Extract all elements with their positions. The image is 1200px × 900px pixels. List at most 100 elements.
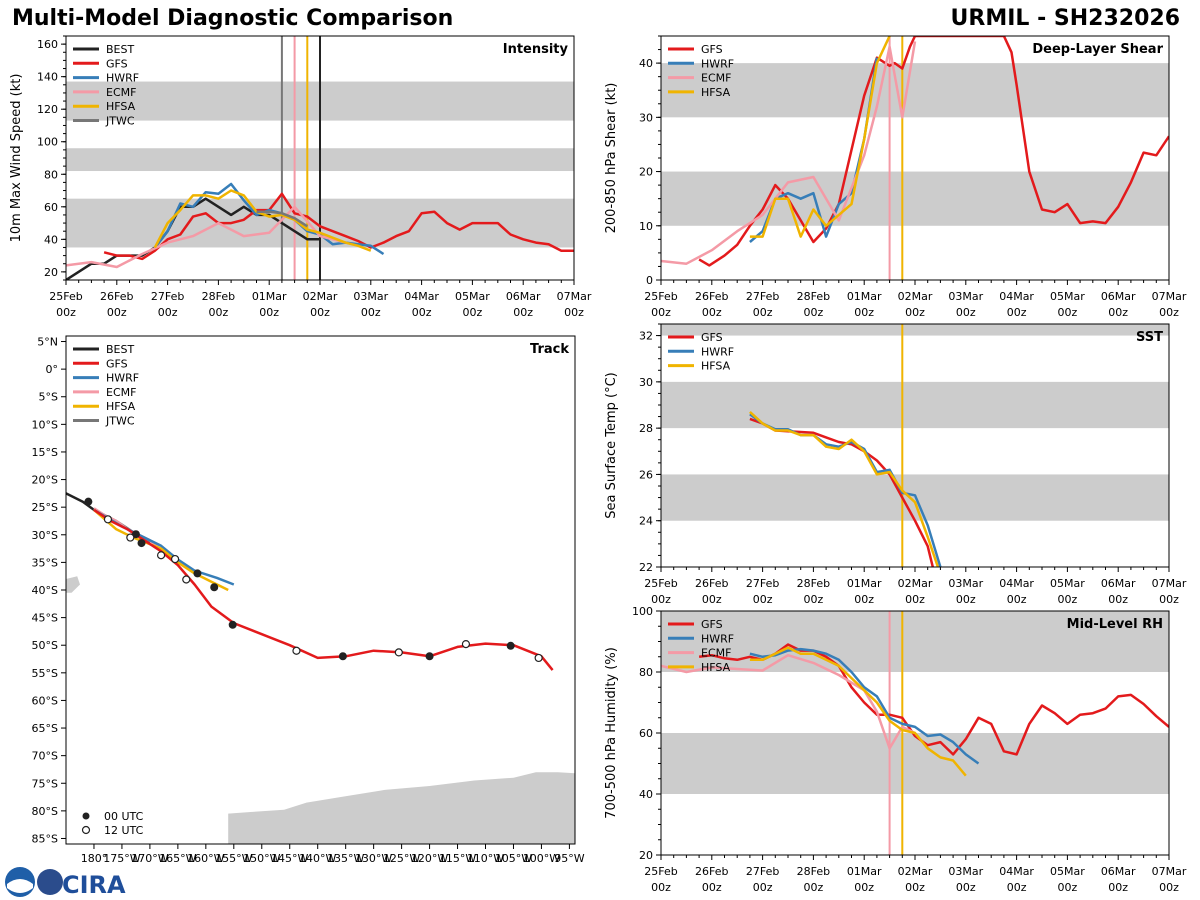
y-tick-label: 28 bbox=[639, 422, 653, 435]
y-tick-label: 80°S bbox=[32, 805, 58, 818]
legend-label-gfs: GFS bbox=[106, 357, 128, 370]
series-hfsa bbox=[749, 410, 940, 567]
legend-label-hfsa: HFSA bbox=[106, 400, 136, 413]
y-tick-label: 5°N bbox=[37, 336, 58, 349]
x-tick-label: 02Mar bbox=[303, 290, 338, 303]
x-tick-label: 07Mar bbox=[557, 290, 592, 303]
legend-label-gfs: GFS bbox=[701, 331, 723, 344]
axes-frame bbox=[660, 323, 1170, 568]
marker-00utc bbox=[506, 641, 515, 650]
panel-sst: 22 24 26 28 30 32 25Feb 00z 26Feb 00z 27Feb 00z 28Fe… bbox=[604, 323, 1187, 606]
legend-label-ecmf: ECMF bbox=[106, 86, 136, 99]
y-tick-label: 140 bbox=[37, 71, 58, 84]
series-hwrf bbox=[93, 508, 235, 586]
legend-label-hfsa: HFSA bbox=[701, 661, 731, 674]
y-axis-label: Sea Surface Temp (°C) bbox=[604, 372, 619, 519]
y-tick-label: 25°S bbox=[32, 501, 58, 514]
x-tick-hour: 00z bbox=[158, 306, 178, 319]
y-tick-label: 120 bbox=[37, 103, 58, 116]
panel-title: Deep-Layer Shear bbox=[1032, 42, 1163, 57]
x-tick-label: 05Mar bbox=[1050, 865, 1085, 878]
y-tick-label: 10 bbox=[639, 220, 653, 233]
x-tick-label: 06Mar bbox=[506, 290, 541, 303]
series-hfsa bbox=[749, 646, 967, 777]
x-tick-label: 175°W bbox=[103, 852, 140, 865]
x-tick-hour: 00z bbox=[209, 306, 229, 319]
panel-title: Mid-Level RH bbox=[1067, 617, 1163, 632]
y-tick-label: 10°S bbox=[32, 418, 58, 431]
marker-00utc bbox=[210, 583, 219, 592]
legend-label-hwrf: HWRF bbox=[701, 632, 734, 645]
x-tick-label: 25Feb bbox=[644, 577, 677, 590]
x-tick-label: 04Mar bbox=[404, 290, 439, 303]
y-tick-label: 22 bbox=[639, 561, 653, 574]
y-tick-label: 60 bbox=[44, 201, 58, 214]
legend-label-best: BEST bbox=[106, 343, 134, 356]
x-tick-label: 01Mar bbox=[847, 865, 882, 878]
y-tick-label: 32 bbox=[639, 330, 653, 343]
shaded-band bbox=[661, 381, 1169, 429]
x-tick-label: 26Feb bbox=[100, 290, 133, 303]
x-tick-label: 125°W bbox=[383, 852, 420, 865]
marker-12utc bbox=[103, 515, 113, 524]
x-tick-label: 130°W bbox=[355, 852, 392, 865]
y-tick-label: 20 bbox=[639, 849, 653, 862]
legend-label-ecmf: ECMF bbox=[701, 647, 731, 660]
y-tick-label: 100 bbox=[632, 605, 653, 618]
x-tick-hour: 00z bbox=[107, 306, 127, 319]
marker-12utc bbox=[170, 554, 180, 564]
island-land bbox=[66, 576, 80, 593]
y-tick-label: 0 bbox=[646, 274, 653, 287]
panel-track: 5°N 0° 5°S 10°S 15°S 20°S 25°S 30°S 35°S 40°S 45°S… bbox=[32, 335, 585, 865]
y-tick-label: 50°S bbox=[32, 639, 58, 652]
x-tick-hour: 00z bbox=[956, 593, 976, 606]
x-tick-label: 03Mar bbox=[948, 290, 983, 303]
legend-label-jtwc: JTWC bbox=[105, 415, 135, 428]
x-tick-hour: 00z bbox=[753, 593, 773, 606]
legend-label-00utc: 00 UTC bbox=[104, 810, 144, 823]
noaa-logo-wave bbox=[7, 879, 33, 893]
panel-rh: 20 40 60 80 100 25Feb 00z 26Feb 00z 27Feb 00z 28Feb… bbox=[604, 605, 1187, 894]
cira-globe-logo bbox=[37, 869, 63, 895]
x-tick-hour: 00z bbox=[1007, 593, 1027, 606]
series-gfs bbox=[93, 508, 554, 671]
x-tick-hour: 00z bbox=[412, 306, 432, 319]
x-tick-label: 01Mar bbox=[847, 290, 882, 303]
x-tick-hour: 00z bbox=[753, 881, 773, 894]
x-tick-hour: 00z bbox=[564, 306, 584, 319]
x-tick-hour: 00z bbox=[651, 593, 671, 606]
y-tick-label: 55°S bbox=[32, 667, 58, 680]
x-tick-label: 120°W bbox=[411, 852, 448, 865]
marker-00utc bbox=[425, 652, 434, 661]
shaded-band bbox=[661, 733, 1169, 794]
x-tick-hour: 00z bbox=[804, 593, 824, 606]
x-tick-label: 05Mar bbox=[1050, 290, 1085, 303]
shaded-band bbox=[661, 171, 1169, 226]
antarctica-land bbox=[228, 772, 575, 844]
legend-label-gfs: GFS bbox=[701, 43, 723, 56]
y-tick-label: 20 bbox=[44, 266, 58, 279]
x-tick-label: 25Feb bbox=[49, 290, 82, 303]
x-tick-label: 28Feb bbox=[202, 290, 235, 303]
x-tick-label: 03Mar bbox=[353, 290, 388, 303]
y-tick-label: 30 bbox=[639, 111, 653, 124]
x-tick-hour: 00z bbox=[1159, 306, 1179, 319]
y-tick-label: 40°S bbox=[32, 584, 58, 597]
x-tick-hour: 00z bbox=[905, 306, 925, 319]
x-tick-hour: 00z bbox=[56, 306, 76, 319]
x-tick-label: 27Feb bbox=[746, 577, 779, 590]
y-tick-label: 0° bbox=[46, 363, 59, 376]
y-axis-label: 200-850 hPa Shear (kt) bbox=[604, 83, 619, 234]
x-tick-label: 04Mar bbox=[999, 290, 1034, 303]
y-tick-label: 30°S bbox=[32, 529, 58, 542]
legend-label-hfsa: HFSA bbox=[701, 86, 731, 99]
x-tick-label: 28Feb bbox=[797, 290, 830, 303]
y-tick-label: 26 bbox=[639, 468, 653, 481]
axes-frame bbox=[65, 335, 576, 845]
x-tick-hour: 00z bbox=[956, 306, 976, 319]
y-tick-label: 80 bbox=[639, 666, 653, 679]
panel-shear: 0 10 20 30 40 25Feb 00z 26Feb 00z 27Feb 00z 28Feb 00… bbox=[604, 35, 1187, 319]
x-tick-hour: 00z bbox=[1007, 881, 1027, 894]
y-axis-label: 10m Max Wind Speed (kt) bbox=[9, 74, 24, 243]
series-ecmf bbox=[661, 41, 917, 265]
